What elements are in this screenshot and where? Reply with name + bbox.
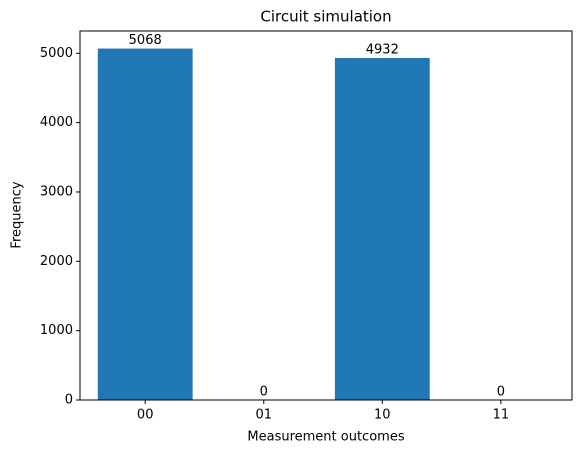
value-label: 4932 [366,43,399,58]
y-tick-label: 5000 [40,46,73,61]
value-label: 0 [497,385,505,400]
x-tick-label: 10 [374,408,391,423]
y-tick-label: 2000 [40,254,73,269]
x-tick-label: 11 [493,408,510,423]
y-tick-label: 3000 [40,184,73,199]
y-tick-label: 1000 [40,323,73,338]
x-tick-label: 00 [137,408,154,423]
bar [334,58,430,401]
y-tick-label: 4000 [40,115,73,130]
chart-title: Circuit simulation [260,8,391,26]
value-label: 0 [260,385,268,400]
x-axis-label: Measurement outcomes [247,430,404,445]
y-axis-label: Frequency [10,181,25,248]
bar [97,48,193,400]
value-label: 5068 [129,33,162,48]
x-tick-label: 01 [255,408,272,423]
plot-frame [79,30,573,401]
y-tick-label: 0 [65,393,73,408]
